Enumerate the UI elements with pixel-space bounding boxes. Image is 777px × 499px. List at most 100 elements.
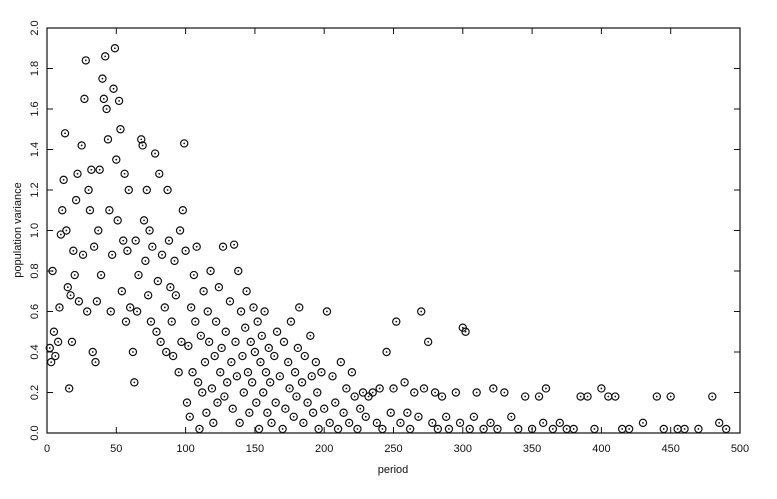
point-center — [669, 395, 672, 398]
point-center — [267, 347, 270, 349]
point-center — [378, 387, 381, 390]
point-center — [180, 340, 183, 343]
point-center — [208, 340, 211, 343]
point-center — [159, 340, 162, 343]
point-center — [492, 387, 495, 390]
x-tick-label: 200 — [315, 443, 333, 455]
point-center — [642, 421, 644, 424]
point-center — [448, 428, 450, 430]
point-center — [66, 286, 69, 289]
point — [267, 418, 276, 428]
point — [386, 408, 395, 417]
point-center — [54, 355, 57, 357]
point-center — [174, 294, 177, 297]
point — [227, 357, 236, 367]
point — [98, 74, 107, 83]
point-center — [233, 243, 236, 246]
x-tick-label: 400 — [592, 443, 610, 455]
point — [85, 206, 95, 215]
point — [235, 418, 244, 428]
point-center — [676, 428, 679, 430]
point — [295, 303, 304, 312]
plot-frame — [46, 27, 741, 434]
point — [239, 388, 249, 397]
point-center — [565, 428, 568, 430]
point-center — [436, 428, 439, 430]
point — [569, 424, 578, 434]
point-center — [195, 245, 198, 248]
point — [253, 317, 262, 326]
point-center — [95, 300, 98, 303]
point-center — [150, 320, 152, 323]
point-center — [191, 371, 194, 374]
point-center — [482, 428, 485, 430]
point — [396, 418, 405, 428]
point — [218, 242, 228, 251]
point — [444, 424, 454, 434]
y-tick-label: 1.0 — [29, 223, 41, 238]
point — [263, 408, 272, 417]
point — [222, 378, 232, 387]
point-center — [94, 361, 97, 364]
point-center — [89, 209, 91, 212]
point-center — [102, 97, 105, 100]
x-tick-label: 0 — [44, 443, 50, 455]
point-center — [58, 306, 61, 309]
point — [240, 323, 250, 332]
point — [121, 317, 131, 326]
point-center — [348, 421, 351, 424]
point — [339, 408, 348, 417]
point-center — [109, 310, 112, 313]
point — [164, 236, 174, 245]
point — [146, 317, 156, 326]
point-center — [235, 375, 238, 378]
point — [611, 392, 620, 401]
point-center — [173, 259, 176, 262]
point — [297, 378, 307, 387]
point — [142, 185, 151, 195]
point — [78, 250, 88, 259]
point-center — [531, 428, 533, 430]
point-center — [316, 391, 319, 394]
point-center — [628, 428, 631, 430]
point — [597, 384, 606, 393]
point — [105, 206, 114, 215]
point-center — [84, 59, 87, 62]
point — [358, 388, 368, 397]
point-center — [312, 411, 315, 414]
point-center — [104, 55, 107, 58]
x-tick-label: 100 — [176, 443, 194, 455]
point-center — [403, 381, 406, 384]
point-center — [73, 274, 76, 276]
point — [153, 276, 163, 286]
point-center — [194, 320, 197, 323]
point — [177, 337, 186, 347]
point-center — [144, 259, 147, 262]
point — [152, 327, 161, 336]
point-center — [201, 391, 204, 394]
point-center — [310, 375, 313, 378]
point-center — [230, 361, 233, 364]
point — [410, 388, 419, 397]
point-center — [115, 158, 118, 161]
point-center — [125, 320, 127, 323]
point-center — [114, 47, 116, 50]
point-center — [161, 253, 163, 256]
point — [325, 418, 334, 428]
point — [236, 307, 246, 316]
point — [465, 424, 474, 434]
x-tick-label: 300 — [454, 443, 472, 455]
point — [320, 404, 329, 413]
point-center — [334, 401, 337, 404]
point-center — [64, 132, 66, 135]
point — [99, 94, 109, 104]
point-center — [306, 401, 309, 404]
point — [293, 343, 303, 353]
point-center — [269, 381, 272, 384]
point — [264, 343, 273, 353]
point — [441, 412, 451, 421]
point — [186, 303, 196, 312]
point — [317, 368, 326, 377]
point — [155, 169, 164, 178]
